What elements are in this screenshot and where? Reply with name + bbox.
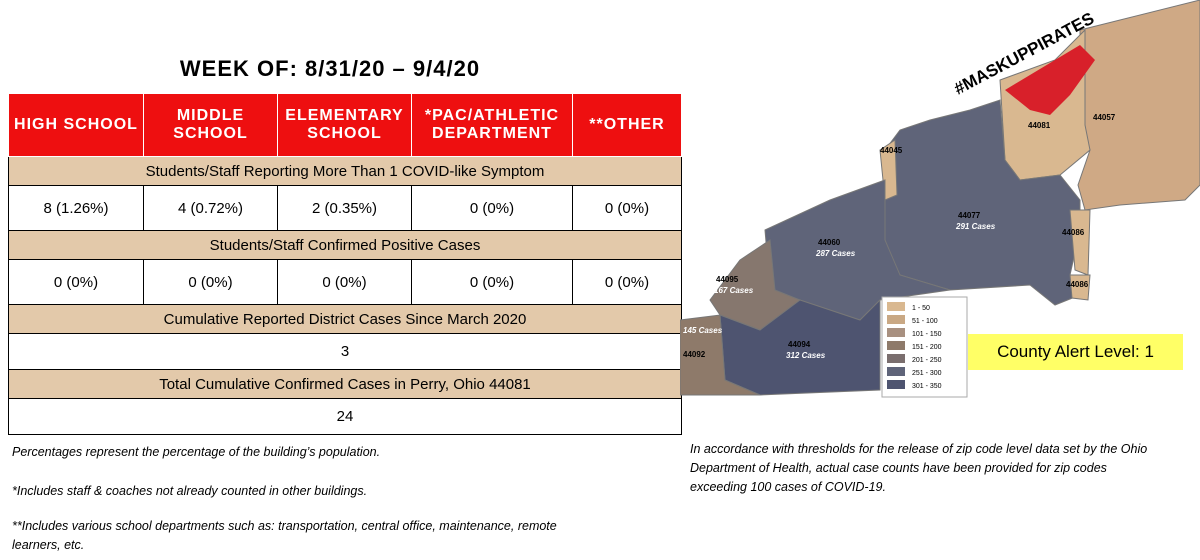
section-row: Total Cumulative Confirmed Cases in Perr… bbox=[8, 369, 682, 399]
section-label: Total Cumulative Confirmed Cases in Perr… bbox=[8, 369, 682, 399]
column-header: HIGH SCHOOL bbox=[8, 93, 144, 157]
region-44086 bbox=[1069, 209, 1091, 276]
footnote: Percentages represent the percentage of … bbox=[12, 445, 381, 459]
column-header: **OTHER bbox=[572, 93, 682, 157]
region-44057 bbox=[1077, 0, 1200, 211]
legend-swatch bbox=[887, 341, 905, 350]
cell-value: 0 (0%) bbox=[572, 259, 682, 305]
pirate-logo bbox=[1005, 45, 1095, 115]
region-44086b bbox=[1069, 274, 1091, 301]
section-row: Students/Staff Reporting More Than 1 COV… bbox=[8, 156, 682, 186]
value-row: 8 (1.26%) 4 (0.72%) 2 (0.35%) 0 (0%) 0 (0%) bbox=[8, 185, 682, 231]
legend-label: 151 - 200 bbox=[912, 344, 942, 351]
zip-cases: 145 Cases bbox=[683, 326, 723, 335]
cell-value: 24 bbox=[8, 398, 682, 435]
legend-label: 301 - 350 bbox=[912, 383, 942, 390]
zip-code: 44095 bbox=[716, 275, 739, 284]
legend-label: 101 - 150 bbox=[912, 331, 942, 338]
zip-code: 44060 bbox=[818, 238, 841, 247]
legend-swatch bbox=[887, 302, 905, 311]
cell-value: 3 bbox=[8, 333, 682, 370]
legend-swatch bbox=[887, 367, 905, 376]
legend-label: 51 - 100 bbox=[912, 318, 938, 325]
legend-label: 1 - 50 bbox=[912, 305, 930, 312]
cell-value: 8 (1.26%) bbox=[8, 185, 144, 231]
region-44092 bbox=[680, 314, 761, 396]
value-row: 0 (0%) 0 (0%) 0 (0%) 0 (0%) 0 (0%) bbox=[8, 259, 682, 305]
cell-value: 4 (0.72%) bbox=[143, 185, 278, 231]
footnote: *Includes staff & coaches not already co… bbox=[12, 484, 368, 498]
header-row: HIGH SCHOOL MIDDLE SCHOOL ELEMENTARY SCHOO… bbox=[8, 93, 682, 157]
cell-value: 0 (0%) bbox=[143, 259, 278, 305]
cell-value: 0 (0%) bbox=[8, 259, 144, 305]
section-label: Students/Staff Confirmed Positive Cases bbox=[8, 230, 682, 260]
legend-swatch bbox=[887, 380, 905, 389]
zip-code: 44086 bbox=[1066, 280, 1089, 289]
zip-code: 44077 bbox=[958, 211, 981, 220]
zip-code: 44094 bbox=[788, 340, 811, 349]
alert-level: County Alert Level: 1 bbox=[968, 334, 1183, 370]
zip-code: 44057 bbox=[1093, 113, 1116, 122]
zip-code: 44045 bbox=[880, 146, 903, 155]
zip-cases: 287 Cases bbox=[815, 249, 856, 258]
legend-swatch bbox=[887, 354, 905, 363]
zip-code: 44081 bbox=[1028, 121, 1051, 130]
footnote: **Includes various school departments su… bbox=[12, 519, 557, 552]
section-row: Students/Staff Confirmed Positive Cases bbox=[8, 230, 682, 260]
title: WEEK OF: 8/31/20 – 9/4/20 bbox=[179, 56, 481, 81]
value-row: 24 bbox=[8, 398, 682, 435]
zip-code: 44086 bbox=[1062, 228, 1085, 237]
zip-cases: 291 Cases bbox=[955, 222, 996, 231]
value-row: 3 bbox=[8, 333, 682, 370]
column-header: ELEMENTARY SCHOOL bbox=[277, 93, 412, 157]
legend-label: 201 - 250 bbox=[912, 357, 942, 364]
cell-value: 2 (0.35%) bbox=[277, 185, 412, 231]
cell-value: 0 (0%) bbox=[572, 185, 682, 231]
section-row: Cumulative Reported District Cases Since… bbox=[8, 304, 682, 334]
column-header: MIDDLE SCHOOL bbox=[143, 93, 278, 157]
zip-cases: 312 Cases bbox=[786, 351, 826, 360]
map-note: In accordance with thresholds for the re… bbox=[690, 442, 1148, 494]
covid-table: HIGH SCHOOL MIDDLE SCHOOL ELEMENTARY SCHOO… bbox=[8, 93, 682, 435]
cell-value: 0 (0%) bbox=[277, 259, 412, 305]
section-label: Students/Staff Reporting More Than 1 COV… bbox=[8, 156, 682, 186]
legend-swatch bbox=[887, 328, 905, 337]
section-label: Cumulative Reported District Cases Since… bbox=[8, 304, 682, 334]
zip-cases: 167 Cases bbox=[714, 286, 754, 295]
legend-label: 251 - 300 bbox=[912, 370, 942, 377]
zip-code: 44092 bbox=[683, 350, 706, 359]
legend-swatch bbox=[887, 315, 905, 324]
cell-value: 0 (0%) bbox=[411, 259, 573, 305]
cell-value: 0 (0%) bbox=[411, 185, 573, 231]
column-header: *PAC/ATHLETIC DEPARTMENT bbox=[411, 93, 573, 157]
